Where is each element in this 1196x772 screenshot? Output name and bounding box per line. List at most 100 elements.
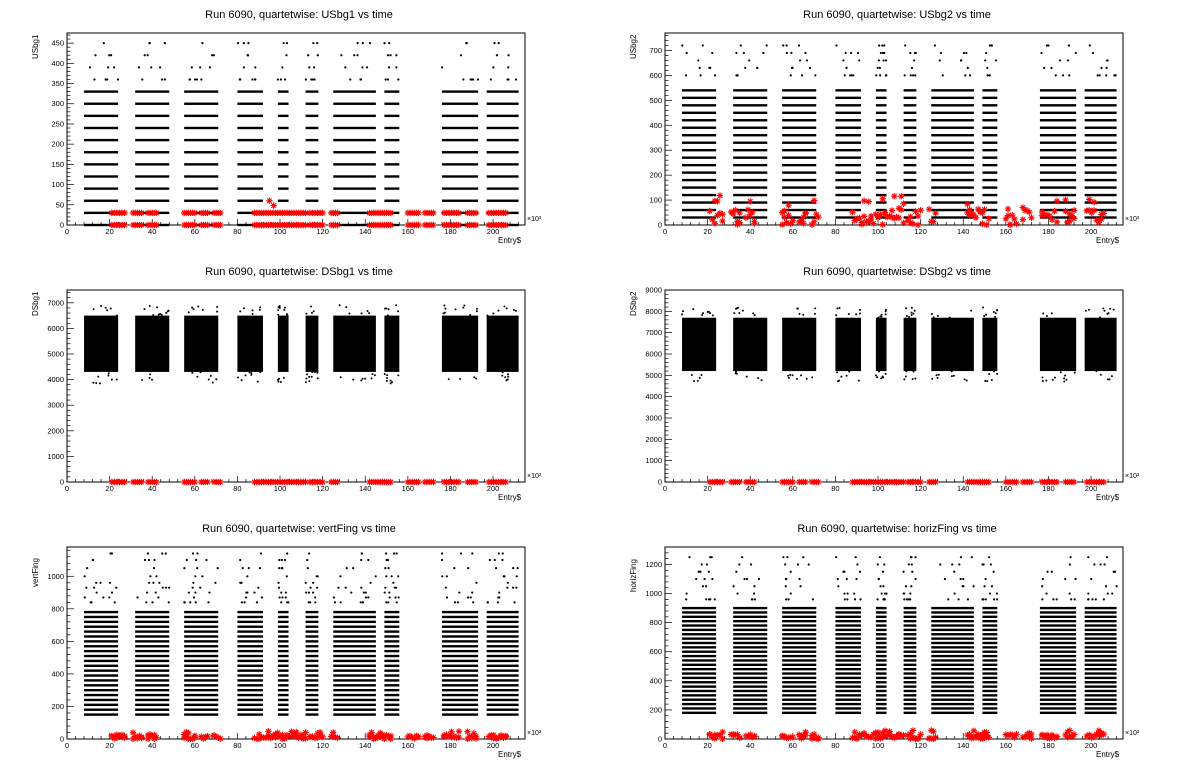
- red-marker: [121, 732, 128, 740]
- data-point: [161, 586, 164, 589]
- red-marker: [415, 221, 422, 229]
- data-band: [875, 641, 887, 645]
- data-point: [1111, 592, 1114, 595]
- red-data-points: [108, 197, 510, 229]
- data-point: [310, 305, 313, 308]
- red-marker: [319, 221, 326, 229]
- data-point: [189, 601, 192, 604]
- data-point: [983, 315, 986, 318]
- data-band: [441, 703, 479, 707]
- data-point: [102, 596, 105, 599]
- y-tick-label: 200: [649, 705, 662, 714]
- data-point: [92, 308, 95, 311]
- data-point: [1064, 374, 1067, 377]
- data-band: [384, 163, 400, 166]
- data-point: [698, 66, 701, 70]
- data-band: [733, 694, 768, 697]
- data-point: [107, 372, 110, 375]
- data-point: [1106, 378, 1109, 381]
- data-point: [807, 563, 810, 566]
- data-band: [982, 633, 998, 636]
- x-tick-label: 20: [703, 484, 711, 493]
- data-band: [1084, 193, 1117, 197]
- data-point: [453, 567, 456, 570]
- data-point: [970, 309, 973, 312]
- red-marker: [217, 221, 224, 229]
- data-band: [486, 640, 519, 643]
- data-band: [982, 681, 998, 684]
- data-band: [733, 707, 768, 710]
- red-marker: [455, 728, 463, 735]
- chart-panel: Run 6090, quartetwise: USbg2 vs time 0 20 4…: [598, 0, 1196, 257]
- red-marker: [900, 219, 907, 227]
- data-band: [305, 175, 319, 178]
- data-band: [305, 625, 319, 628]
- data-point: [1045, 314, 1048, 317]
- x-tick-label: 120: [316, 227, 329, 236]
- data-band: [875, 650, 887, 653]
- red-marker: [749, 209, 756, 216]
- data-point: [352, 378, 355, 381]
- data-band: [1084, 654, 1117, 658]
- data-band: [782, 178, 817, 182]
- data-band: [733, 96, 768, 100]
- data-point: [108, 581, 112, 584]
- y-tick-label: 300: [51, 99, 64, 108]
- data-point: [713, 598, 716, 601]
- data-point: [373, 374, 376, 377]
- data-band: [733, 685, 768, 688]
- data-point: [910, 66, 914, 70]
- data-band: [875, 96, 887, 100]
- chart-panel: Run 6090, quartetwise: horizFing vs time…: [598, 514, 1196, 771]
- data-point: [984, 59, 987, 62]
- data-band: [931, 611, 974, 614]
- red-marker: [204, 732, 211, 740]
- y-tick-label: 50: [56, 200, 64, 209]
- data-point: [984, 577, 987, 581]
- red-marker: [732, 206, 739, 214]
- data-band: [135, 703, 170, 707]
- data-band: [486, 620, 519, 624]
- red-marker: [415, 209, 422, 217]
- red-marker: [719, 217, 726, 225]
- data-point: [279, 78, 283, 81]
- data-point: [790, 66, 794, 70]
- data-point: [255, 601, 259, 604]
- red-marker: [1009, 211, 1016, 219]
- data-point: [282, 376, 285, 379]
- y-tick-label: 200: [51, 702, 64, 711]
- data-point: [361, 42, 364, 45]
- data-point: [1100, 66, 1103, 70]
- y-tick-label: 400: [649, 676, 662, 685]
- data-band: [982, 628, 998, 632]
- data-band: [135, 620, 170, 624]
- data-band: [237, 211, 263, 215]
- data-band: [782, 628, 817, 632]
- data-point: [879, 585, 882, 588]
- data-point: [160, 78, 164, 81]
- chart-panel: Run 6090, quartetwise: DSbg1 vs time 0 20 4…: [0, 257, 598, 514]
- data-band: [184, 151, 219, 154]
- data-band: [84, 698, 119, 702]
- red-marker: [719, 211, 726, 218]
- data-band: [277, 645, 289, 648]
- data-point: [988, 373, 991, 376]
- data-band: [982, 637, 998, 640]
- data-point: [964, 74, 967, 77]
- data-point: [310, 311, 313, 314]
- data-band: [875, 615, 887, 619]
- data-band: [384, 175, 400, 178]
- data-point: [1066, 59, 1070, 62]
- data-point: [791, 374, 794, 377]
- data-band: [903, 126, 917, 129]
- data-point: [995, 598, 999, 601]
- data-point: [501, 374, 504, 377]
- data-band: [1039, 89, 1077, 92]
- data-point: [710, 556, 713, 559]
- red-marker: [858, 219, 865, 226]
- data-band: [1039, 711, 1077, 715]
- data-point: [356, 54, 359, 57]
- data-band: [384, 126, 400, 130]
- red-marker: [368, 729, 375, 736]
- data-point: [908, 316, 911, 319]
